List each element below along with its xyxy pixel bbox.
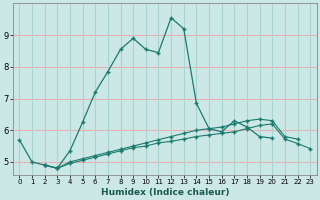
X-axis label: Humidex (Indice chaleur): Humidex (Indice chaleur) (100, 188, 229, 197)
